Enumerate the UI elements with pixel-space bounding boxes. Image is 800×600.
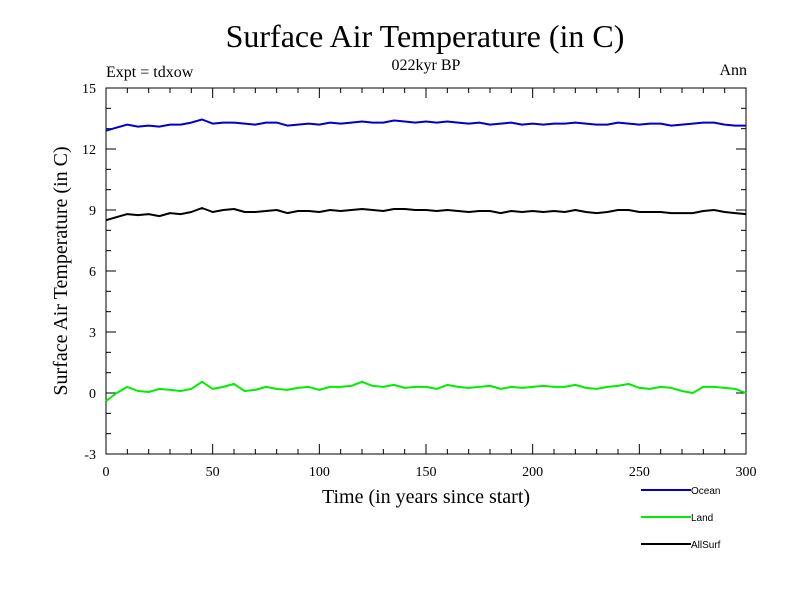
y-tick-label: 9 — [89, 204, 96, 219]
legend-label: Ocean — [691, 486, 720, 497]
y-axis-label: Surface Air Temperature (in C) — [50, 146, 72, 395]
x-tick-label: 300 — [736, 465, 757, 480]
x-tick-label: 250 — [629, 465, 650, 480]
x-tick-label: 50 — [206, 465, 220, 480]
legend-label: Land — [691, 513, 713, 524]
x-tick-label: 100 — [309, 465, 330, 480]
experiment-label: Expt = tdxow — [106, 64, 194, 81]
series-line-ocean — [105, 118, 746, 132]
series-line-land — [105, 380, 747, 402]
y-tick-label: 6 — [89, 265, 96, 280]
tick-labels: 0 50 100 150 200 250 300 -3 0 3 6 9 12 15 — [82, 82, 757, 480]
y-tick-label: 12 — [82, 143, 96, 158]
y-tick-label: -3 — [84, 448, 96, 463]
axis-ticks — [105, 87, 747, 455]
y-tick-label: 3 — [89, 326, 96, 341]
series-line-allsurf — [105, 207, 747, 222]
x-tick-label: 0 — [103, 465, 110, 480]
legend: Ocean Land AllSurf — [641, 486, 721, 551]
plot-frame — [105, 87, 747, 455]
legend-label: AllSurf — [691, 540, 721, 551]
chart-title: Surface Air Temperature (in C) — [226, 18, 625, 54]
season-label: Ann — [719, 62, 747, 79]
x-axis-label: Time (in years since start) — [322, 486, 530, 508]
y-tick-label: 15 — [82, 82, 96, 97]
series-lines — [105, 118, 747, 402]
chart-subtitle: 022kyr BP — [392, 57, 461, 74]
x-tick-label: 150 — [416, 465, 437, 480]
x-tick-label: 200 — [522, 465, 543, 480]
y-tick-label: 0 — [89, 387, 96, 402]
